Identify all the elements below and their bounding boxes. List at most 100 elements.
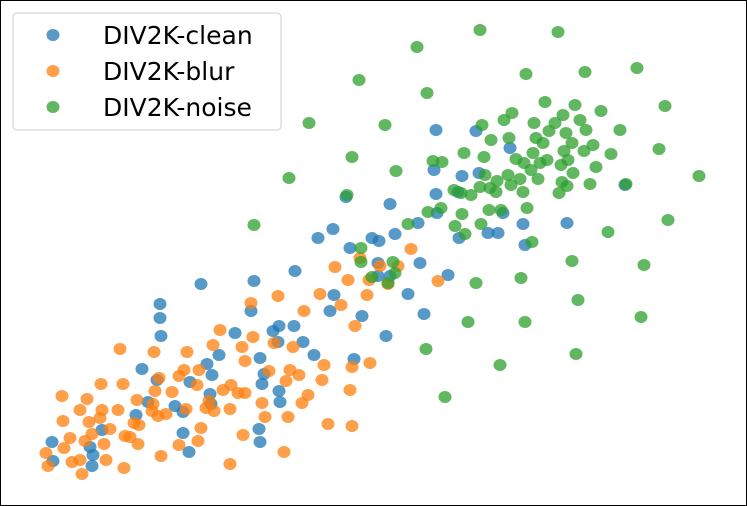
point-s1-8 <box>75 468 89 480</box>
point-s1-37 <box>159 408 173 420</box>
point-s1-41 <box>177 364 191 376</box>
point-s1-2 <box>55 390 69 402</box>
point-s2-28 <box>458 228 472 240</box>
point-s0-72 <box>491 227 505 239</box>
point-s0-15 <box>168 400 182 412</box>
point-s0-58 <box>411 217 425 229</box>
point-s2-17 <box>420 87 434 99</box>
point-s1-96 <box>404 243 418 255</box>
point-s1-55 <box>223 403 237 415</box>
point-s2-12 <box>388 267 402 279</box>
point-s2-95 <box>613 124 627 136</box>
point-s1-64 <box>255 397 269 409</box>
point-s1-44 <box>190 379 204 391</box>
point-s2-101 <box>658 100 672 112</box>
point-s1-51 <box>207 405 221 417</box>
point-s1-49 <box>202 395 216 407</box>
point-s0-48 <box>355 310 369 322</box>
point-s0-71 <box>481 227 495 239</box>
point-s1-50 <box>206 339 220 351</box>
point-s2-0 <box>247 219 261 231</box>
point-s1-69 <box>277 446 291 458</box>
point-s1-43 <box>180 346 194 358</box>
point-s2-3 <box>340 189 354 201</box>
point-s0-38 <box>287 320 301 332</box>
point-s1-39 <box>172 439 186 451</box>
point-s2-10 <box>381 277 395 289</box>
point-s2-20 <box>434 202 448 214</box>
point-s1-84 <box>341 274 355 286</box>
point-s1-42 <box>179 403 193 415</box>
point-s0-63 <box>429 188 443 200</box>
point-s1-31 <box>148 385 162 397</box>
point-s2-36 <box>477 151 491 163</box>
point-s2-100 <box>652 143 666 155</box>
point-s2-82 <box>568 99 582 111</box>
legend-marker-0 <box>46 29 60 41</box>
point-s1-58 <box>235 341 249 353</box>
point-s1-20 <box>111 404 125 416</box>
point-s2-74 <box>556 109 570 121</box>
point-s2-4 <box>345 151 359 163</box>
legend-label-0: DIV2K-clean <box>103 21 253 50</box>
point-s0-39 <box>296 336 310 348</box>
point-s2-1 <box>282 172 296 184</box>
point-s1-90 <box>360 289 374 301</box>
point-s0-26 <box>247 275 261 287</box>
point-s1-73 <box>286 341 300 353</box>
point-s2-35 <box>475 119 489 131</box>
point-s2-76 <box>559 127 573 139</box>
point-s2-94 <box>604 148 618 160</box>
point-s2-5 <box>352 74 366 86</box>
point-s0-74 <box>503 142 517 154</box>
point-s0-68 <box>455 170 469 182</box>
point-s1-23 <box>117 462 131 474</box>
point-s2-61 <box>527 117 541 129</box>
point-s2-81 <box>566 167 580 179</box>
point-s2-75 <box>557 145 571 157</box>
point-s2-18 <box>421 206 435 218</box>
point-s1-85 <box>343 384 357 396</box>
point-s0-64 <box>429 124 443 136</box>
legend: DIV2K-clean DIV2K-blur DIV2K-noise <box>12 12 282 131</box>
point-s2-87 <box>578 66 592 78</box>
point-s1-62 <box>244 297 258 309</box>
point-s1-0 <box>39 447 53 459</box>
point-s2-97 <box>630 62 644 74</box>
point-s1-59 <box>238 387 252 399</box>
points-layer <box>39 24 706 480</box>
point-s1-46 <box>191 435 205 447</box>
point-s1-79 <box>315 374 329 386</box>
series-2 <box>247 24 706 403</box>
point-s1-15 <box>94 378 108 390</box>
point-s0-12 <box>153 298 167 310</box>
point-s1-54 <box>223 458 237 470</box>
point-s2-92 <box>594 105 608 117</box>
point-s0-42 <box>323 305 337 317</box>
point-s2-48 <box>504 179 518 191</box>
point-s0-60 <box>417 308 431 320</box>
point-s1-5 <box>63 432 77 444</box>
point-s1-97 <box>431 275 445 287</box>
point-s2-77 <box>560 180 574 192</box>
point-s2-13 <box>389 165 403 177</box>
point-s2-57 <box>520 202 534 214</box>
point-s1-33 <box>147 346 161 358</box>
point-s2-16 <box>419 343 433 355</box>
point-s1-87 <box>345 420 359 432</box>
point-s2-89 <box>583 178 597 190</box>
point-s1-71 <box>281 411 295 423</box>
point-s2-96 <box>619 178 633 190</box>
point-s2-26 <box>455 208 469 220</box>
point-s1-38 <box>165 386 179 398</box>
point-s1-21 <box>113 343 127 355</box>
point-s1-70 <box>279 375 293 387</box>
point-s2-69 <box>548 117 562 129</box>
point-s2-99 <box>637 259 651 271</box>
point-s2-15 <box>410 41 424 53</box>
point-s2-53 <box>516 186 530 198</box>
point-s2-47 <box>502 132 516 144</box>
point-s2-93 <box>601 226 615 238</box>
point-s2-49 <box>505 107 519 119</box>
point-s2-25 <box>454 187 468 199</box>
